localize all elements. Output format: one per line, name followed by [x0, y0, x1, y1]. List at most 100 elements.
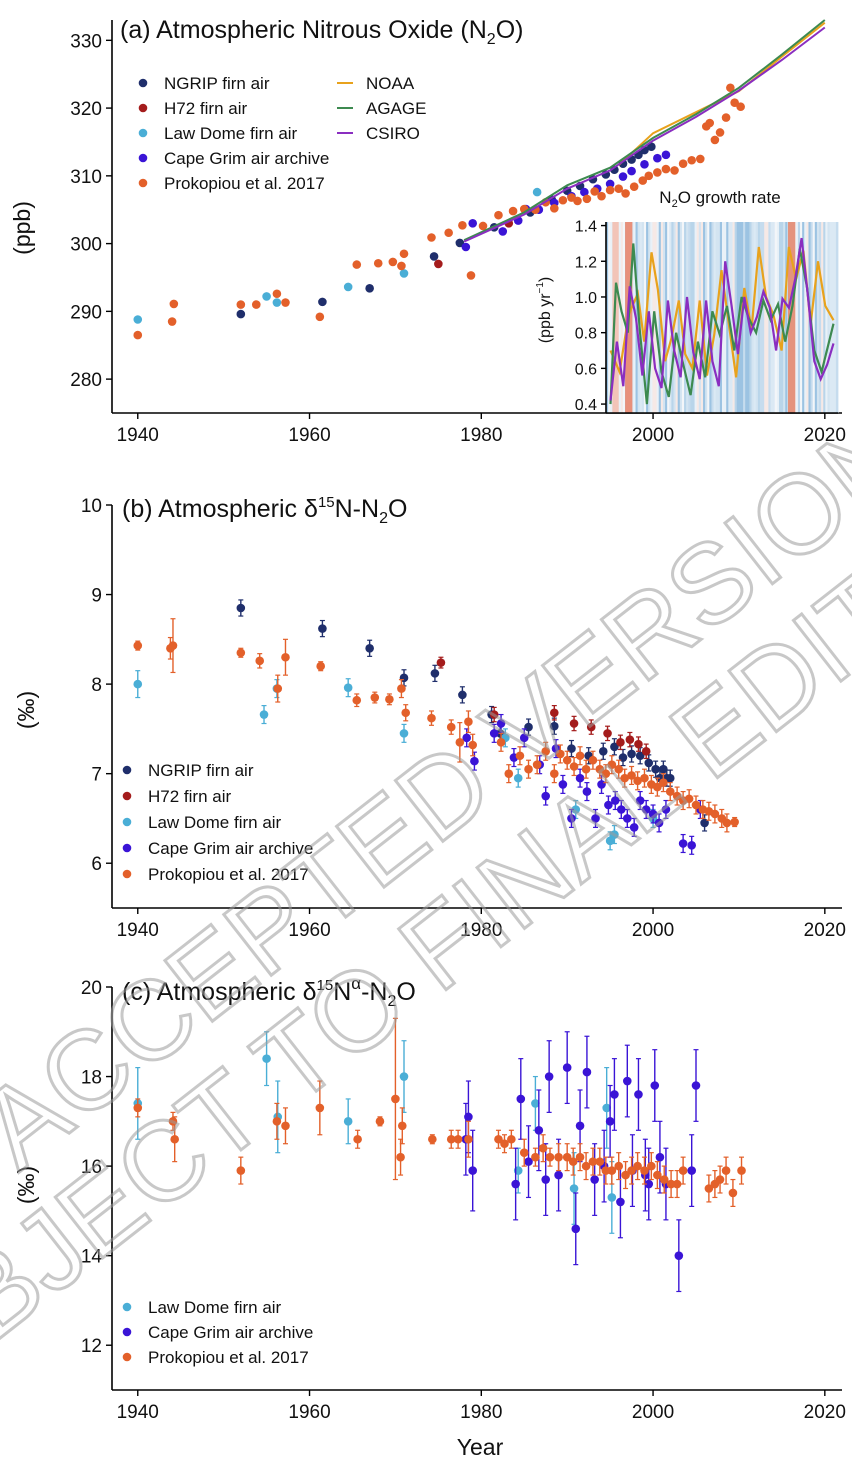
- legend-label: H72 firn air: [164, 99, 247, 118]
- panel-b-y-axis-label: (‰): [13, 691, 39, 729]
- x-tick-label: 1980: [460, 425, 502, 446]
- data-point: [375, 1117, 385, 1126]
- legend-label: H72 firn air: [148, 787, 231, 806]
- data-point: [621, 1170, 630, 1180]
- legend-marker: [122, 765, 132, 775]
- data-point: [562, 755, 572, 765]
- data-point: [549, 708, 559, 718]
- data-point: [236, 300, 246, 309]
- legend-label: NGRIP firn air: [164, 74, 270, 93]
- data-point: [644, 758, 654, 768]
- data-point: [616, 738, 625, 747]
- enso-band: [819, 222, 822, 413]
- inset-y-axis-label: (ppb yr−1): [535, 277, 554, 344]
- legend-marker: [138, 78, 148, 88]
- data-point: [659, 1175, 669, 1184]
- legend-entry: Law Dome firn air: [122, 1298, 282, 1317]
- data-point: [272, 1117, 282, 1126]
- data-point: [691, 1081, 701, 1090]
- data-point: [620, 773, 630, 783]
- x-tick-label: 1960: [288, 1402, 330, 1423]
- enso-band: [618, 222, 622, 413]
- data-point: [498, 227, 508, 236]
- legend-entry: NGRIP firn air: [138, 74, 270, 93]
- data-point: [721, 1166, 731, 1175]
- data-point: [582, 787, 592, 796]
- panel-b-d15n: (b) Atmospheric δ15N-N2O (‰) 1940 1960 198…: [13, 494, 846, 941]
- data-point: [710, 135, 720, 145]
- data-point: [687, 841, 697, 850]
- data-point: [489, 710, 499, 719]
- data-point: [236, 309, 246, 319]
- y-tick-label: 8: [91, 675, 102, 696]
- data-point: [654, 818, 664, 828]
- data-point: [605, 179, 615, 189]
- data-point: [659, 764, 668, 774]
- legend-entry: Prokopiou et al. 2017: [122, 865, 309, 884]
- data-point: [659, 778, 668, 787]
- inset-axes: 0.4 0.6 0.8 1.0 1.2 1.4: [575, 219, 838, 414]
- enso-band: [631, 222, 634, 413]
- data-point: [365, 643, 374, 653]
- enso-band: [686, 222, 689, 413]
- data-point: [614, 764, 624, 774]
- data-point: [133, 679, 143, 689]
- inset-line-csiro: [609, 237, 835, 401]
- data-point: [627, 1166, 636, 1175]
- data-point: [494, 1134, 503, 1144]
- enso-band: [743, 222, 746, 413]
- x-tick-label: 2000: [632, 425, 674, 446]
- data-point: [549, 721, 559, 731]
- data-point: [604, 800, 613, 810]
- x-tick-label: 1940: [117, 1402, 159, 1423]
- data-point: [722, 818, 732, 828]
- data-point: [365, 284, 374, 293]
- data-point: [607, 1166, 617, 1175]
- enso-band: [730, 222, 733, 413]
- x-tick-label: 2020: [804, 1402, 846, 1423]
- data-point: [705, 118, 715, 128]
- data-point: [453, 1134, 463, 1144]
- data-point: [549, 204, 559, 213]
- data-point: [541, 791, 551, 801]
- x-tick-label: 1980: [460, 920, 502, 941]
- y-tick-label: 14: [81, 1247, 103, 1268]
- data-point: [353, 1134, 362, 1144]
- data-point: [704, 1184, 714, 1193]
- data-point: [316, 661, 325, 671]
- inset-y-tick-label: 0.4: [575, 397, 597, 414]
- data-point: [640, 773, 649, 783]
- enso-band: [804, 222, 807, 413]
- data-point: [427, 713, 436, 723]
- legend-label: Law Dome firn air: [164, 124, 298, 143]
- enso-band: [806, 222, 809, 413]
- legend-label: Prokopiou et al. 2017: [148, 865, 309, 884]
- data-point: [627, 749, 636, 759]
- data-point: [236, 648, 246, 658]
- data-point: [434, 259, 443, 269]
- panel-c-plot-area: [133, 1017, 746, 1293]
- data-point: [133, 315, 143, 324]
- data-point: [519, 733, 529, 743]
- enso-band: [681, 222, 685, 413]
- data-point: [315, 312, 325, 322]
- enso-band: [724, 222, 727, 413]
- data-point: [627, 166, 636, 176]
- data-point: [343, 282, 353, 292]
- enso-band: [709, 222, 712, 413]
- data-point: [691, 800, 701, 810]
- data-point: [644, 1179, 654, 1189]
- legend-entry: Cape Grim air archive: [122, 1323, 313, 1342]
- legend-marker: [122, 817, 132, 827]
- data-point: [603, 729, 612, 738]
- data-point: [272, 289, 282, 299]
- data-point: [614, 184, 624, 194]
- data-point: [661, 805, 671, 814]
- enso-band: [785, 222, 788, 413]
- data-point: [388, 257, 398, 267]
- enso-band: [675, 222, 679, 413]
- data-point: [549, 769, 559, 778]
- series-prokopiou-et-al-2017: [133, 1017, 746, 1208]
- panel-b-legend: NGRIP firn air H72 firn air Law Dome firn …: [122, 761, 313, 884]
